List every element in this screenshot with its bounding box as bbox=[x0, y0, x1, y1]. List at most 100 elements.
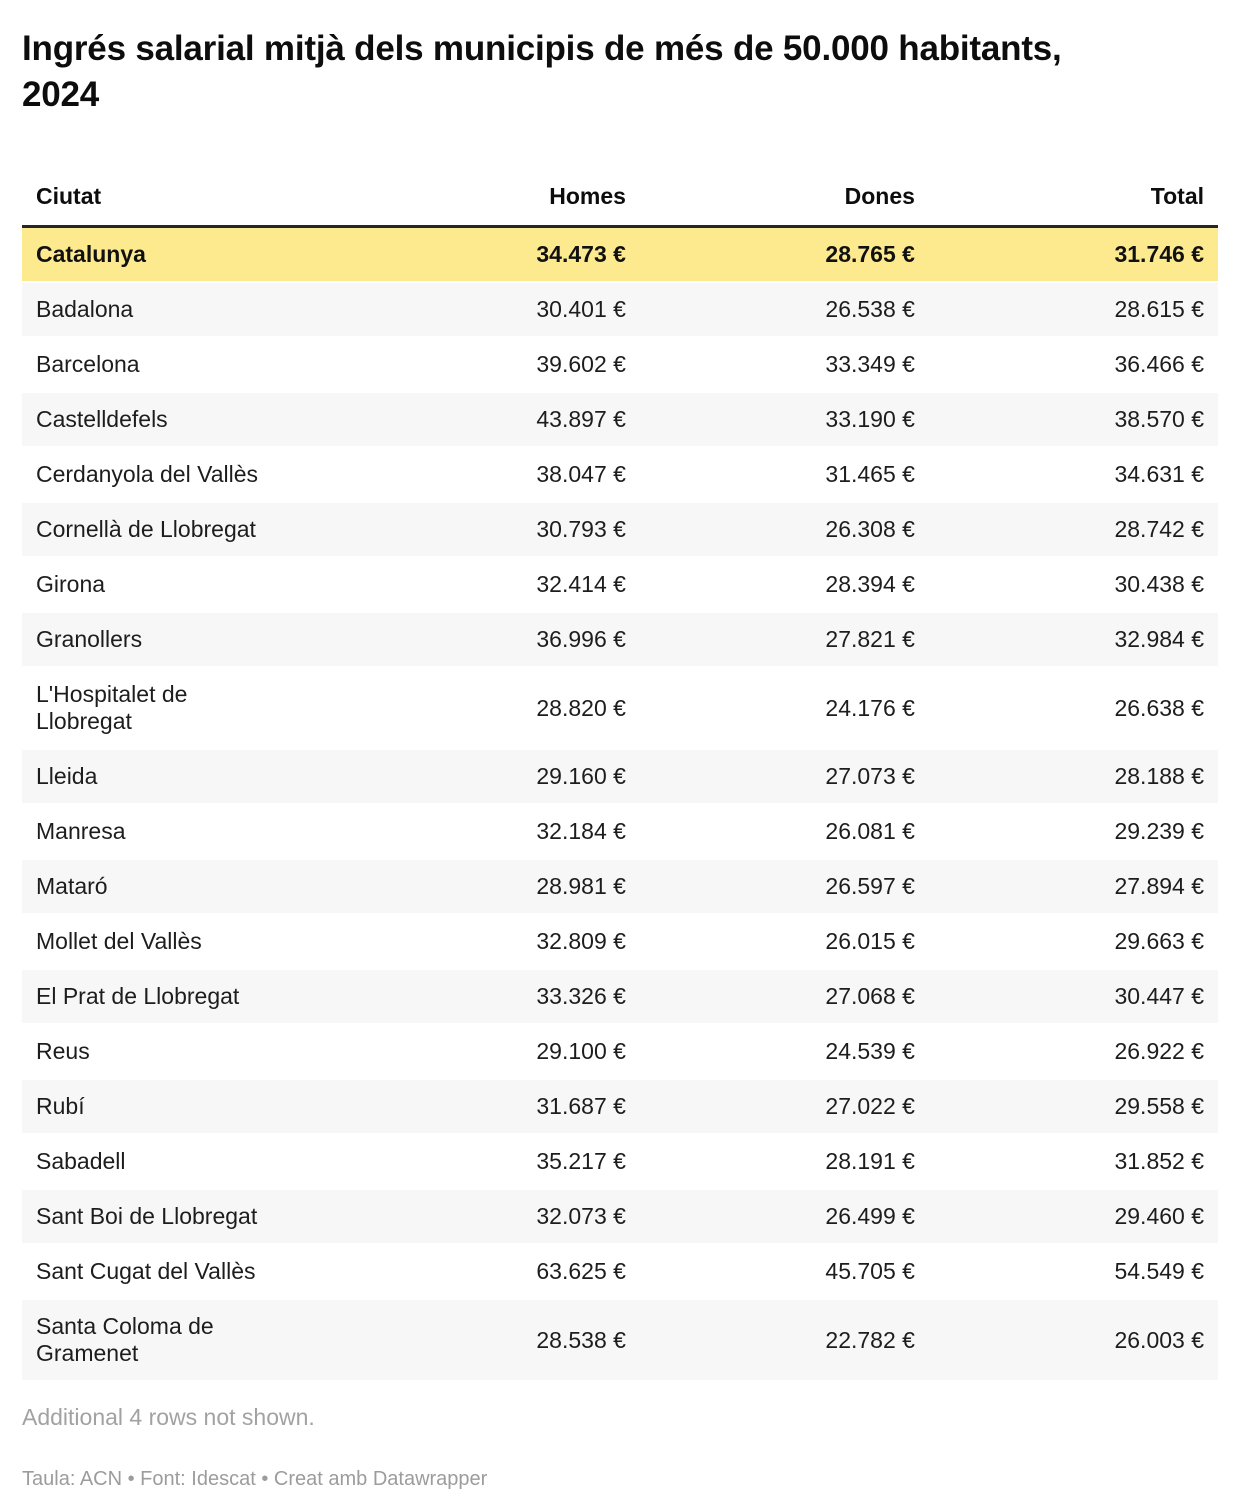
total-value-cell: 28.742 € bbox=[928, 502, 1218, 558]
column-header-total: Total bbox=[928, 170, 1218, 228]
homes-value-cell: 39.602 € bbox=[350, 337, 640, 393]
homes-value-cell: 32.809 € bbox=[350, 914, 640, 970]
table-row: Sant Boi de Llobregat 32.073 € 26.499 € … bbox=[22, 1189, 1218, 1245]
chart-title: Ingrés salarial mitjà dels municipis de … bbox=[22, 29, 1062, 114]
total-value-cell: 30.447 € bbox=[928, 969, 1218, 1025]
city-cell: Catalunya bbox=[22, 226, 351, 283]
city-cell: L'Hospitalet de Llobregat bbox=[22, 667, 351, 750]
city-cell: Badalona bbox=[22, 282, 351, 338]
total-value-cell: 29.558 € bbox=[928, 1079, 1218, 1135]
dones-value-cell: 31.465 € bbox=[639, 447, 929, 503]
rows-not-shown-note: Additional 4 rows not shown. bbox=[22, 1404, 315, 1430]
table-row: Santa Coloma de Gramenet 28.538 € 22.782… bbox=[22, 1299, 1218, 1382]
dones-value-cell: 28.191 € bbox=[639, 1134, 929, 1190]
salary-table: Ciutat Homes Dones Total Catalunya 34.47… bbox=[22, 170, 1218, 1382]
table-row: L'Hospitalet de Llobregat 28.820 € 24.17… bbox=[22, 667, 1218, 750]
total-value-cell: 26.638 € bbox=[928, 667, 1218, 750]
homes-value-cell: 32.073 € bbox=[350, 1189, 640, 1245]
homes-value-cell: 32.184 € bbox=[350, 804, 640, 860]
homes-value-cell: 30.401 € bbox=[350, 282, 640, 338]
homes-value-cell: 33.326 € bbox=[350, 969, 640, 1025]
dones-value-cell: 24.176 € bbox=[639, 667, 929, 750]
dones-value-cell: 26.538 € bbox=[639, 282, 929, 338]
city-cell: Girona bbox=[22, 557, 351, 613]
total-value-cell: 54.549 € bbox=[928, 1244, 1218, 1300]
dones-value-cell: 26.597 € bbox=[639, 859, 929, 915]
homes-value-cell: 30.793 € bbox=[350, 502, 640, 558]
table-body: Catalunya 34.473 € 28.765 € 31.746 € Bad… bbox=[22, 226, 1218, 1382]
dones-value-cell: 33.349 € bbox=[639, 337, 929, 393]
total-value-cell: 31.852 € bbox=[928, 1134, 1218, 1190]
table-row: Manresa 32.184 € 26.081 € 29.239 € bbox=[22, 804, 1218, 860]
city-cell: Reus bbox=[22, 1024, 351, 1080]
city-cell: Cerdanyola del Vallès bbox=[22, 447, 351, 503]
header-row: Ciutat Homes Dones Total bbox=[22, 170, 1218, 228]
table-row: Granollers 36.996 € 27.821 € 32.984 € bbox=[22, 612, 1218, 668]
total-value-cell: 28.615 € bbox=[928, 282, 1218, 338]
city-cell: Mataró bbox=[22, 859, 351, 915]
total-value-cell: 29.663 € bbox=[928, 914, 1218, 970]
table-header: Ciutat Homes Dones Total bbox=[22, 170, 1218, 228]
city-cell: Mollet del Vallès bbox=[22, 914, 351, 970]
city-cell: Sabadell bbox=[22, 1134, 351, 1190]
dones-value-cell: 33.190 € bbox=[639, 392, 929, 448]
dones-value-cell: 26.308 € bbox=[639, 502, 929, 558]
total-value-cell: 36.466 € bbox=[928, 337, 1218, 393]
homes-value-cell: 34.473 € bbox=[350, 226, 640, 283]
city-cell: Barcelona bbox=[22, 337, 351, 393]
total-value-cell: 31.746 € bbox=[928, 226, 1218, 283]
dones-value-cell: 27.821 € bbox=[639, 612, 929, 668]
table-row: Cornellà de Llobregat 30.793 € 26.308 € … bbox=[22, 502, 1218, 558]
city-cell: Manresa bbox=[22, 804, 351, 860]
dones-value-cell: 26.015 € bbox=[639, 914, 929, 970]
total-value-cell: 32.984 € bbox=[928, 612, 1218, 668]
city-cell: Sant Boi de Llobregat bbox=[22, 1189, 351, 1245]
table-row: Reus 29.100 € 24.539 € 26.922 € bbox=[22, 1024, 1218, 1080]
dones-value-cell: 22.782 € bbox=[639, 1299, 929, 1382]
table-row: El Prat de Llobregat 33.326 € 27.068 € 3… bbox=[22, 969, 1218, 1025]
homes-value-cell: 43.897 € bbox=[350, 392, 640, 448]
homes-value-cell: 35.217 € bbox=[350, 1134, 640, 1190]
homes-value-cell: 63.625 € bbox=[350, 1244, 640, 1300]
total-value-cell: 26.922 € bbox=[928, 1024, 1218, 1080]
city-cell: Santa Coloma de Gramenet bbox=[22, 1299, 351, 1382]
table-row: Lleida 29.160 € 27.073 € 28.188 € bbox=[22, 749, 1218, 805]
table-row: Barcelona 39.602 € 33.349 € 36.466 € bbox=[22, 337, 1218, 393]
city-cell: Lleida bbox=[22, 749, 351, 805]
homes-value-cell: 28.820 € bbox=[350, 667, 640, 750]
table-row: Badalona 30.401 € 26.538 € 28.615 € bbox=[22, 282, 1218, 338]
table-row: Girona 32.414 € 28.394 € 30.438 € bbox=[22, 557, 1218, 613]
table-row: Sant Cugat del Vallès 63.625 € 45.705 € … bbox=[22, 1244, 1218, 1300]
homes-value-cell: 36.996 € bbox=[350, 612, 640, 668]
column-header-dones: Dones bbox=[639, 170, 929, 228]
table-row: Mataró 28.981 € 26.597 € 27.894 € bbox=[22, 859, 1218, 915]
table-row: Catalunya 34.473 € 28.765 € 31.746 € bbox=[22, 226, 1218, 283]
city-cell: Granollers bbox=[22, 612, 351, 668]
source-attribution: Taula: ACN • Font: Idescat • Creat amb D… bbox=[22, 1468, 488, 1490]
total-value-cell: 27.894 € bbox=[928, 859, 1218, 915]
dones-value-cell: 26.499 € bbox=[639, 1189, 929, 1245]
dones-value-cell: 28.765 € bbox=[639, 226, 929, 283]
column-header-ciutat: Ciutat bbox=[22, 170, 351, 228]
dones-value-cell: 27.073 € bbox=[639, 749, 929, 805]
homes-value-cell: 32.414 € bbox=[350, 557, 640, 613]
table-row: Mollet del Vallès 32.809 € 26.015 € 29.6… bbox=[22, 914, 1218, 970]
dones-value-cell: 24.539 € bbox=[639, 1024, 929, 1080]
homes-value-cell: 29.100 € bbox=[350, 1024, 640, 1080]
table-row: Cerdanyola del Vallès 38.047 € 31.465 € … bbox=[22, 447, 1218, 503]
city-cell: El Prat de Llobregat bbox=[22, 969, 351, 1025]
dones-value-cell: 45.705 € bbox=[639, 1244, 929, 1300]
total-value-cell: 28.188 € bbox=[928, 749, 1218, 805]
total-value-cell: 29.239 € bbox=[928, 804, 1218, 860]
city-cell: Rubí bbox=[22, 1079, 351, 1135]
table-row: Sabadell 35.217 € 28.191 € 31.852 € bbox=[22, 1134, 1218, 1190]
city-cell: Cornellà de Llobregat bbox=[22, 502, 351, 558]
dones-value-cell: 27.068 € bbox=[639, 969, 929, 1025]
dones-value-cell: 28.394 € bbox=[639, 557, 929, 613]
total-value-cell: 30.438 € bbox=[928, 557, 1218, 613]
homes-value-cell: 28.981 € bbox=[350, 859, 640, 915]
homes-value-cell: 29.160 € bbox=[350, 749, 640, 805]
table-row: Castelldefels 43.897 € 33.190 € 38.570 € bbox=[22, 392, 1218, 448]
homes-value-cell: 38.047 € bbox=[350, 447, 640, 503]
